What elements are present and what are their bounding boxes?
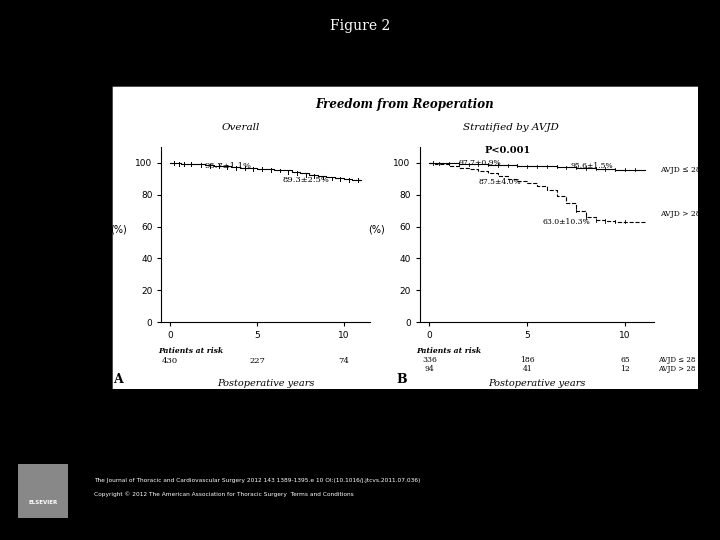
Text: Freedom from Reoperation: Freedom from Reoperation — [315, 98, 495, 111]
Text: 95.6±1.5%: 95.6±1.5% — [570, 162, 613, 170]
Text: Copyright © 2012 The American Association for Thoracic Surgery  Terms and Condit: Copyright © 2012 The American Associatio… — [94, 491, 354, 497]
Text: AVJD ≤ 28 mm: AVJD ≤ 28 mm — [660, 166, 718, 174]
Text: 186: 186 — [520, 356, 534, 364]
Text: A: A — [113, 373, 123, 387]
Y-axis label: (%): (%) — [369, 225, 385, 234]
Text: Overall: Overall — [222, 123, 260, 132]
X-axis label: Postoperative years: Postoperative years — [217, 379, 315, 388]
Text: ELSEVIER: ELSEVIER — [29, 500, 58, 505]
Text: Patients at risk: Patients at risk — [158, 347, 223, 355]
Text: 63.0±10.3%: 63.0±10.3% — [543, 218, 590, 226]
Text: 227: 227 — [249, 357, 265, 366]
Text: AVJD > 28 mm: AVJD > 28 mm — [658, 366, 711, 374]
Text: 95.7±1.1%: 95.7±1.1% — [205, 161, 252, 170]
X-axis label: Postoperative years: Postoperative years — [488, 379, 585, 388]
Text: P<0.001: P<0.001 — [485, 146, 531, 156]
Text: B: B — [396, 373, 407, 387]
Text: 97.7±0.9%: 97.7±0.9% — [459, 159, 501, 167]
Text: The Journal of Thoracic and Cardiovascular Surgery 2012 143 1389-1395.e 10 OI:(1: The Journal of Thoracic and Cardiovascul… — [94, 478, 420, 483]
Text: 87.5±4.0%: 87.5±4.0% — [478, 178, 521, 186]
Text: 430: 430 — [162, 357, 179, 366]
Y-axis label: (%): (%) — [110, 225, 127, 234]
Text: Stratified by AVJD: Stratified by AVJD — [463, 123, 559, 132]
Text: 94: 94 — [425, 366, 434, 374]
Text: 89.3±2.5%: 89.3±2.5% — [283, 176, 330, 184]
Text: 74: 74 — [338, 357, 349, 366]
Text: 336: 336 — [422, 356, 437, 364]
Text: AVJD ≤ 28 mm: AVJD ≤ 28 mm — [658, 356, 711, 364]
Text: Patients at risk: Patients at risk — [416, 347, 481, 355]
Text: AVJD > 28 mm: AVJD > 28 mm — [660, 210, 718, 218]
Text: 41: 41 — [523, 366, 532, 374]
Text: Figure 2: Figure 2 — [330, 19, 390, 33]
Text: 12: 12 — [620, 366, 630, 374]
Text: 65: 65 — [620, 356, 630, 364]
